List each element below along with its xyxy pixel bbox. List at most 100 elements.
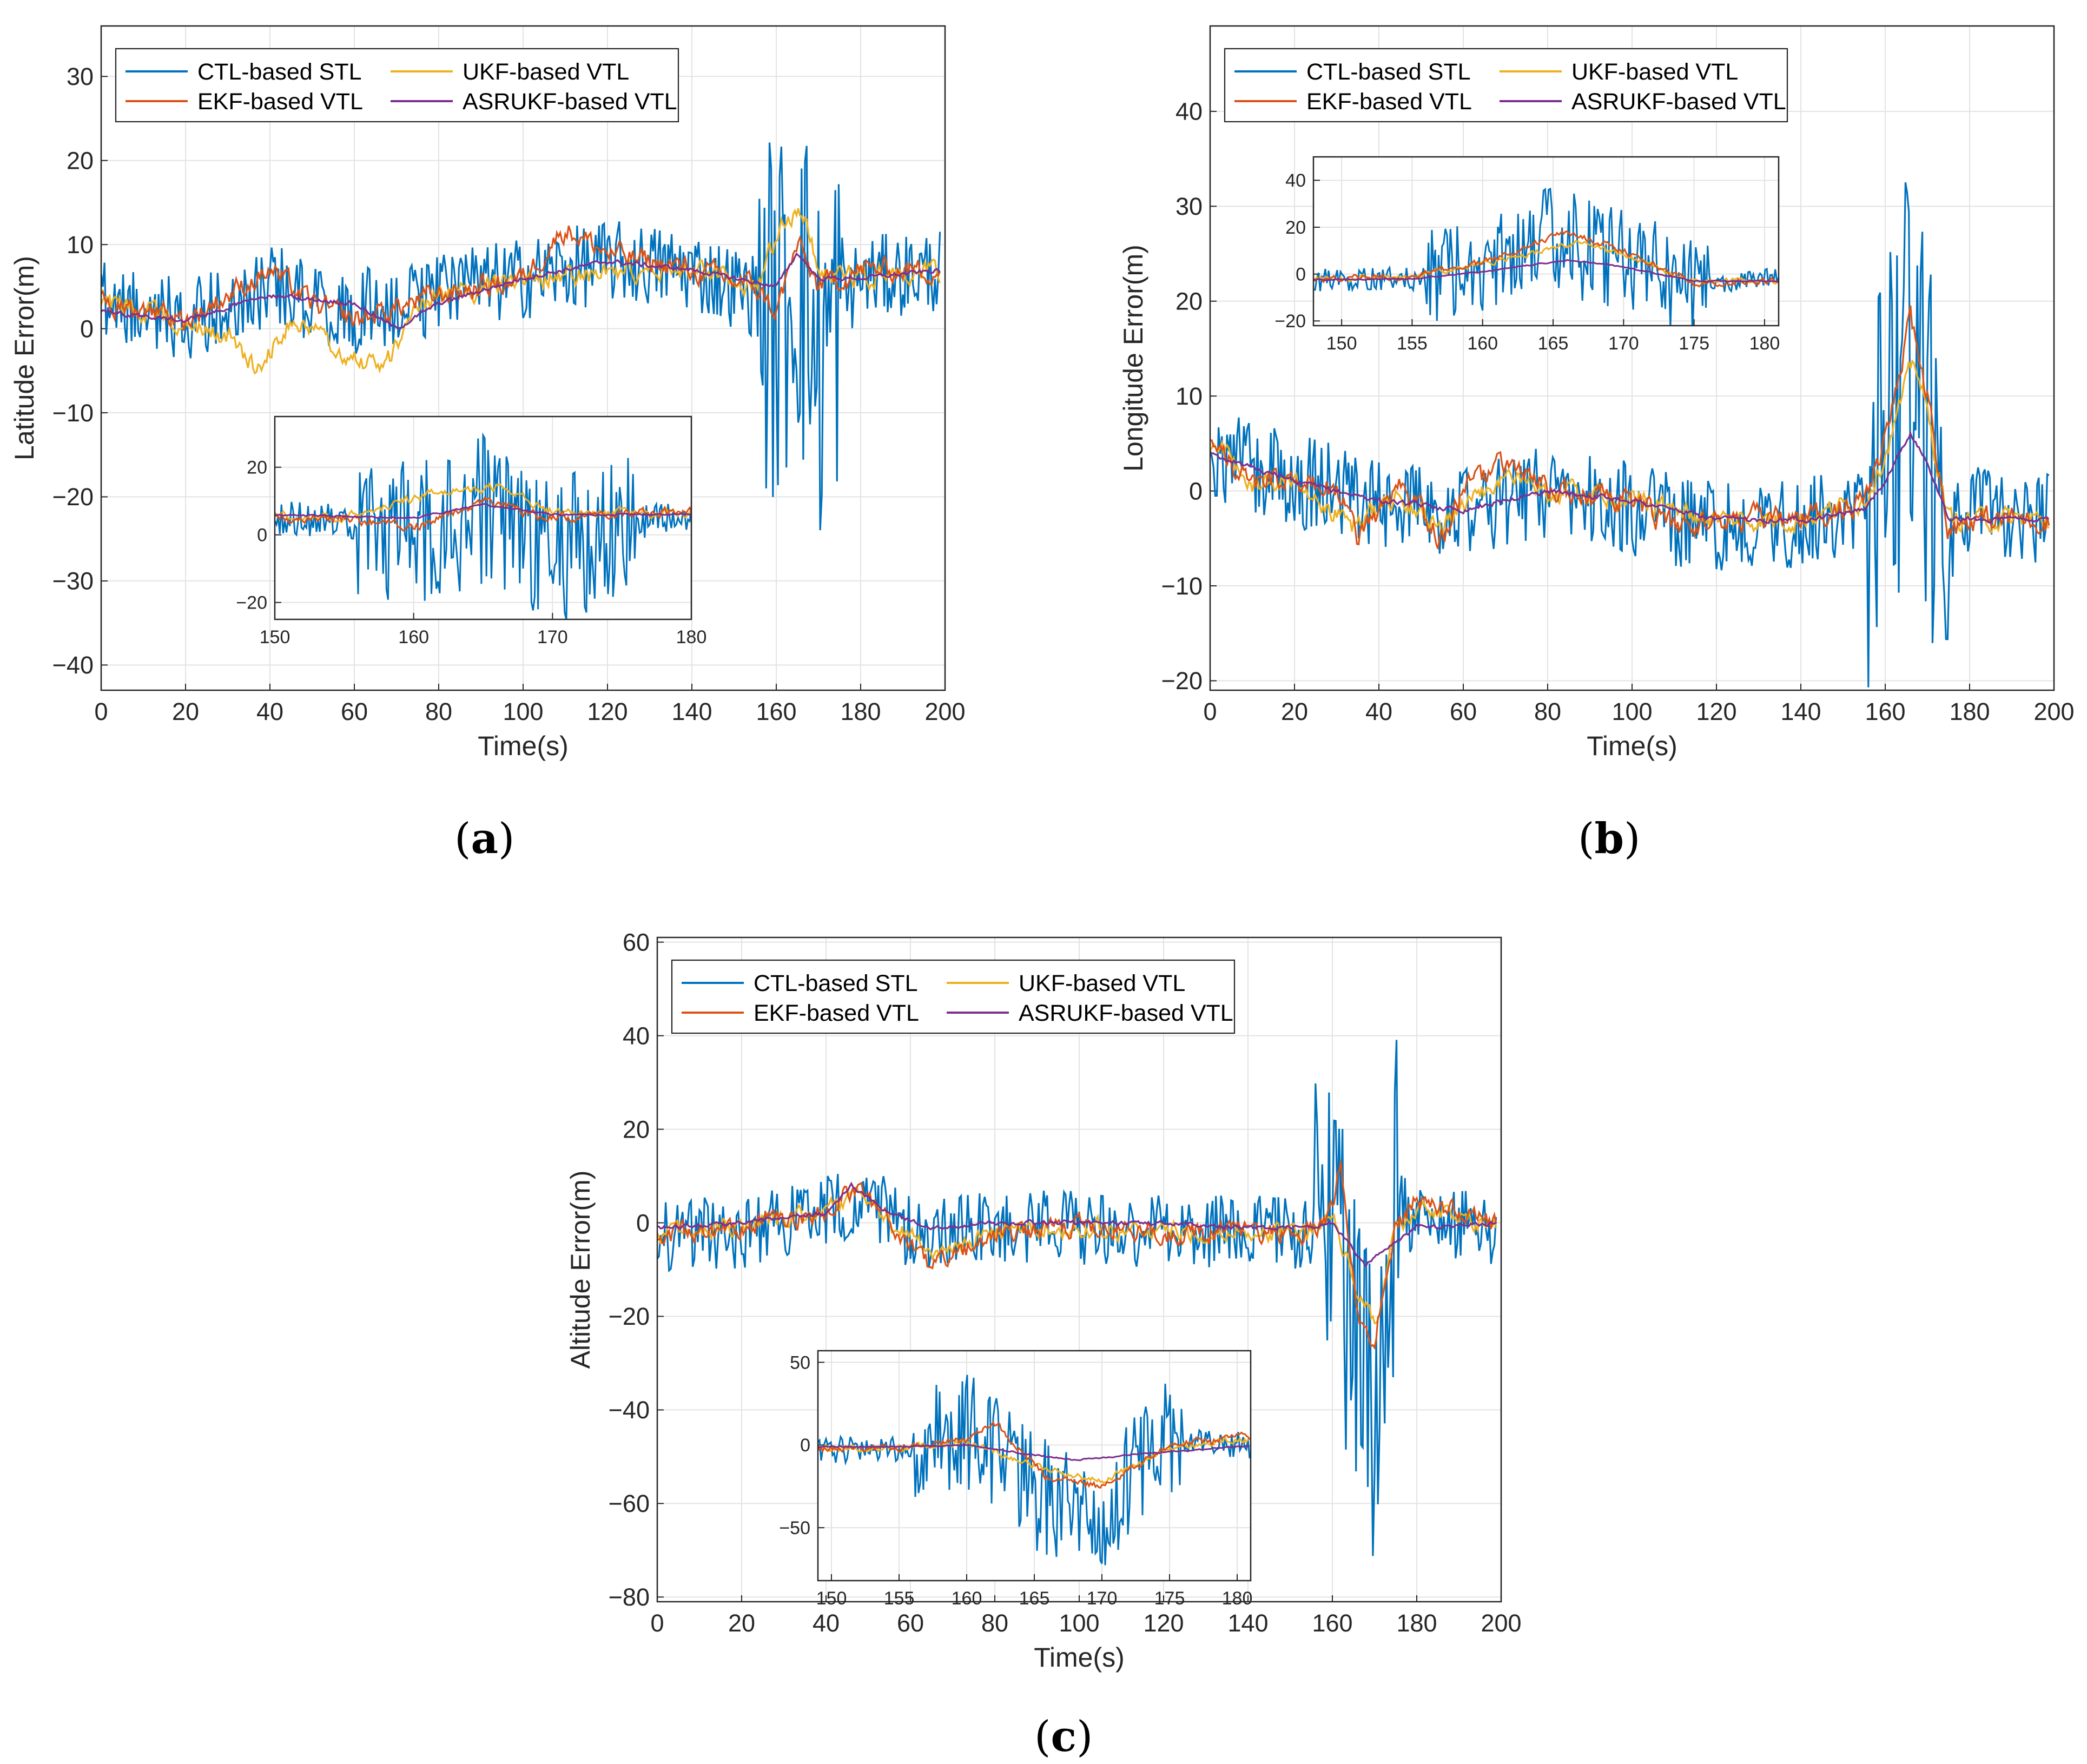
x-tick-label: 180 xyxy=(840,698,881,725)
x-tick-label: 180 xyxy=(1949,698,1990,725)
x-tick-label: 20 xyxy=(1281,698,1308,725)
axes-frame xyxy=(817,1350,1252,1582)
series-line-asrukf-based-vtl-inset xyxy=(818,1444,1250,1462)
y-tick-label: −40 xyxy=(52,651,94,679)
series-line-ekf-based-vtl xyxy=(1210,305,2050,550)
panel-label-b: (b) xyxy=(1578,814,1641,863)
legend-entry: CTL-based STL xyxy=(754,970,918,996)
x-tick-label: 165 xyxy=(1538,333,1569,354)
y-tick-label: −20 xyxy=(609,1303,650,1330)
x-tick-label: 200 xyxy=(2033,698,2074,725)
y-tick-label: −20 xyxy=(1274,311,1306,332)
y-tick-label: −80 xyxy=(609,1583,650,1611)
legend-entry: CTL-based STL xyxy=(197,59,362,85)
x-tick-label: 160 xyxy=(756,698,796,725)
legend-entry: EKF-based VTL xyxy=(1306,89,1472,115)
y-tick-label: 10 xyxy=(67,231,94,259)
y-tick-label: −20 xyxy=(52,483,94,511)
x-tick-label: 40 xyxy=(256,698,283,725)
x-tick-label: 20 xyxy=(728,1609,755,1637)
x-tick-label: 60 xyxy=(897,1609,924,1637)
x-tick-label: 120 xyxy=(587,698,628,725)
x-tick-label: 80 xyxy=(425,698,452,725)
y-tick-label: 20 xyxy=(247,458,267,478)
x-tick-label: 180 xyxy=(1396,1609,1437,1637)
series-line-ekf-based-vtl xyxy=(657,1161,1497,1350)
x-tick-label: 150 xyxy=(816,1588,847,1609)
x-tick-label: 120 xyxy=(1696,698,1736,725)
series-line-ekf-based-vtl xyxy=(101,225,941,331)
y-tick-label: 10 xyxy=(1175,382,1203,410)
panel-label-a: (a) xyxy=(454,814,515,863)
x-tick-label: 180 xyxy=(1749,333,1780,354)
y-tick-label: −40 xyxy=(609,1396,650,1424)
x-tick-label: 100 xyxy=(503,698,543,725)
x-tick-label: 80 xyxy=(981,1609,1008,1637)
y-tick-label: 60 xyxy=(623,928,650,956)
y-tick-label: 30 xyxy=(1175,193,1203,220)
y-tick-label: −10 xyxy=(1161,572,1203,600)
y-tick-label: 0 xyxy=(80,315,94,342)
y-tick-label: −20 xyxy=(236,593,267,613)
x-tick-label: 80 xyxy=(1534,698,1561,725)
x-tick-label: 20 xyxy=(172,698,199,725)
series-line-ctl-based-stl xyxy=(657,1040,1497,1556)
axes-frame xyxy=(100,25,946,691)
legend-entry: ASRUKF-based VTL xyxy=(463,89,677,115)
x-axis-label: Time(s) xyxy=(478,731,569,761)
x-tick-label: 120 xyxy=(1143,1609,1184,1637)
x-tick-label: 40 xyxy=(813,1609,840,1637)
legend-box xyxy=(115,48,679,123)
axes-frame xyxy=(1209,25,2055,691)
inset-c: 150 155 160 165 170 175 180 −50 0 50 xyxy=(779,1350,1252,1609)
y-tick-label: 20 xyxy=(623,1115,650,1143)
y-tick-label: 0 xyxy=(1296,265,1306,285)
y-tick-label: −50 xyxy=(779,1518,810,1538)
y-tick-label: −10 xyxy=(52,399,94,427)
series-line-ctl-based-stl xyxy=(1210,182,2050,688)
y-tick-label: 20 xyxy=(1285,217,1306,238)
x-tick-label: 170 xyxy=(537,627,568,648)
x-tick-label: 140 xyxy=(1227,1609,1268,1637)
y-tick-label: 30 xyxy=(67,63,94,90)
inset-a: 150 160 170 180 −20 0 20 xyxy=(236,415,707,648)
y-tick-label: 0 xyxy=(800,1435,810,1456)
y-axis-label: Latitude Error(m) xyxy=(9,256,39,460)
y-tick-label: 0 xyxy=(636,1209,650,1237)
legend-a: CTL-based STL UKF-based VTL EKF-based VTL A… xyxy=(115,48,679,123)
inset-b: 150 155 160 165 170 175 180 −20 0 20 40 xyxy=(1274,156,1780,354)
x-tick-label: 200 xyxy=(1481,1609,1521,1637)
axes-a: 0 20 40 60 80 100 120 140 160 180 200−40−30−20−100… xyxy=(9,25,966,761)
x-axis-label: Time(s) xyxy=(1034,1642,1125,1673)
series-line-asrukf-based-vtl xyxy=(101,252,941,330)
y-tick-label: −60 xyxy=(609,1490,650,1517)
x-tick-label: 100 xyxy=(1612,698,1652,725)
axes-frame xyxy=(1312,156,1780,327)
x-tick-label: 0 xyxy=(94,698,108,725)
y-tick-label: 20 xyxy=(67,147,94,174)
x-tick-label: 60 xyxy=(341,698,368,725)
x-tick-label: 160 xyxy=(952,1588,982,1609)
x-tick-label: 160 xyxy=(1312,1609,1352,1637)
x-tick-label: 170 xyxy=(1608,333,1639,354)
y-axis-label: Altitude Error(m) xyxy=(565,1171,596,1369)
x-tick-label: 150 xyxy=(1326,333,1357,354)
x-tick-label: 160 xyxy=(398,627,429,648)
legend-c: CTL-based STL UKF-based VTL EKF-based VTL A… xyxy=(671,959,1236,1034)
x-tick-label: 150 xyxy=(260,627,290,648)
axes-frame xyxy=(656,936,1502,1603)
x-tick-label: 180 xyxy=(676,627,707,648)
panel-label-c: (c) xyxy=(1034,1712,1093,1761)
series-line-asrukf-based-vtl-inset xyxy=(1313,259,1779,283)
x-tick-label: 165 xyxy=(1019,1588,1050,1609)
series-line-ctl-based-stl-inset xyxy=(275,432,691,619)
series-line-ukf-based-vtl xyxy=(1210,359,2050,536)
y-tick-label: 20 xyxy=(1175,287,1203,315)
y-tick-label: 40 xyxy=(1175,98,1203,125)
x-tick-label: 40 xyxy=(1365,698,1392,725)
x-tick-label: 155 xyxy=(1397,333,1428,354)
x-tick-label: 160 xyxy=(1865,698,1905,725)
x-tick-label: 140 xyxy=(1780,698,1821,725)
legend-entry: ASRUKF-based VTL xyxy=(1571,89,1786,115)
